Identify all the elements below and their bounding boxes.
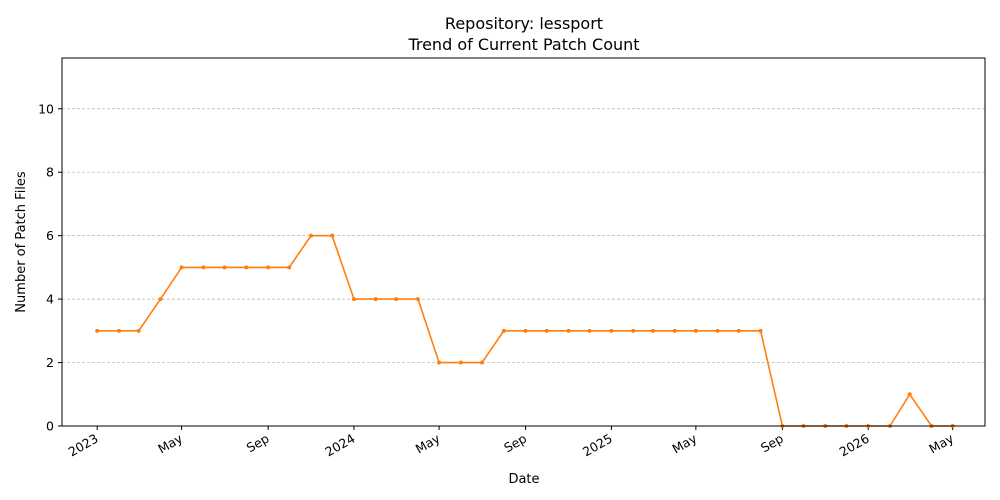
x-tick-label: 2025: [580, 431, 615, 460]
x-tick-label: 2026: [837, 431, 872, 460]
data-point: [587, 328, 592, 333]
gridlines: [62, 108, 985, 363]
x-axis-ticks: 2023 May Sep 2024 May Sep 2025 May Sep 2026 May: [66, 426, 957, 460]
data-point: [179, 265, 184, 270]
x-axis-label: Date: [508, 472, 539, 487]
data-point: [736, 328, 741, 333]
y-tick-label: 2: [46, 355, 54, 370]
data-point: [693, 328, 698, 333]
data-point: [544, 328, 549, 333]
data-point: [672, 328, 677, 333]
chart-subtitle: Trend of Current Patch Count: [407, 35, 639, 54]
data-point: [201, 265, 206, 270]
data-point: [266, 265, 271, 270]
x-tick-label: May: [413, 430, 443, 456]
data-point: [609, 328, 614, 333]
data-point: [523, 328, 528, 333]
data-point: [758, 328, 763, 333]
data-point: [650, 328, 655, 333]
data-point: [287, 265, 292, 270]
data-point: [222, 265, 227, 270]
data-point: [244, 265, 249, 270]
y-tick-label: 6: [46, 228, 54, 243]
x-tick-label: 2023: [66, 431, 101, 460]
data-point: [136, 328, 141, 333]
y-axis-ticks: 0 2 4 6 8 10: [38, 101, 62, 434]
data-point: [458, 360, 463, 365]
x-tick-label: May: [926, 430, 956, 456]
data-point: [415, 297, 420, 302]
plot-frame: [61, 57, 986, 427]
data-point: [373, 297, 378, 302]
y-axis-label: Number of Patch Files: [14, 171, 29, 313]
data-point: [479, 360, 484, 365]
data-point: [715, 328, 720, 333]
data-point: [158, 297, 163, 302]
y-tick-label: 10: [38, 101, 54, 116]
x-tick-label: Sep: [244, 431, 272, 456]
x-tick-label: Sep: [758, 431, 786, 456]
data-point: [394, 297, 399, 302]
x-tick-label: 2024: [322, 431, 357, 460]
x-tick-label: Sep: [501, 431, 529, 456]
data-point: [116, 328, 121, 333]
y-tick-label: 4: [46, 292, 54, 307]
data-point: [907, 392, 912, 397]
data-point: [501, 328, 506, 333]
chart-title: Repository: lessport: [445, 14, 603, 33]
data-point: [566, 328, 571, 333]
y-tick-label: 0: [46, 419, 54, 434]
data-point: [95, 328, 100, 333]
x-tick-label: May: [669, 430, 699, 456]
data-point: [351, 297, 356, 302]
y-tick-label: 8: [46, 165, 54, 180]
data-point: [437, 360, 442, 365]
data-point: [309, 233, 314, 238]
data-point: [330, 233, 335, 238]
x-tick-label: May: [155, 430, 185, 456]
series-markers: [95, 233, 955, 428]
data-point: [631, 328, 636, 333]
